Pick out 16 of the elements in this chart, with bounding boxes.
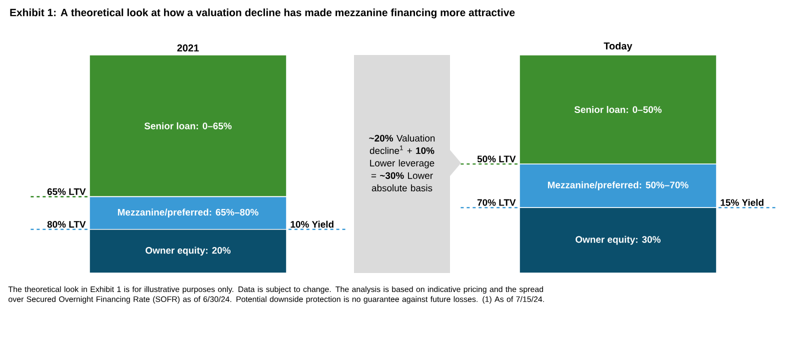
annotation: Senior loan: 0–50%	[574, 106, 662, 113]
annotation: 65% LTV	[47, 188, 86, 195]
annotation: 10% Yield	[290, 220, 334, 228]
annotation: Mezzanine/preferred: 65%–80%	[118, 208, 258, 218]
annotation: Senior loan: 0–65%	[144, 122, 232, 130]
chart-title: Exhibit 1: A theoretical look at how a valuation decline has made mezzanine financing more attractive	[10, 8, 515, 18]
text: ~20% Valuation decline$^{1}$ + 10% Lower leverage = ~30% Lower absolute basis	[369, 134, 435, 192]
data-label: Owner equity: 30%	[576, 236, 661, 245]
x-tick-label: Today	[604, 42, 632, 52]
data-label: Owner equity: 20%	[146, 246, 231, 256]
annotation: 70% LTV	[477, 199, 516, 206]
x-tick-label: 2021	[177, 44, 199, 52]
annotation: 50% LTV	[477, 156, 516, 162]
annotation: Mezzanine/preferred: 50%–70%	[548, 181, 688, 190]
annotation: 80% LTV	[47, 221, 86, 228]
annotation: 15% Yield	[720, 198, 764, 206]
